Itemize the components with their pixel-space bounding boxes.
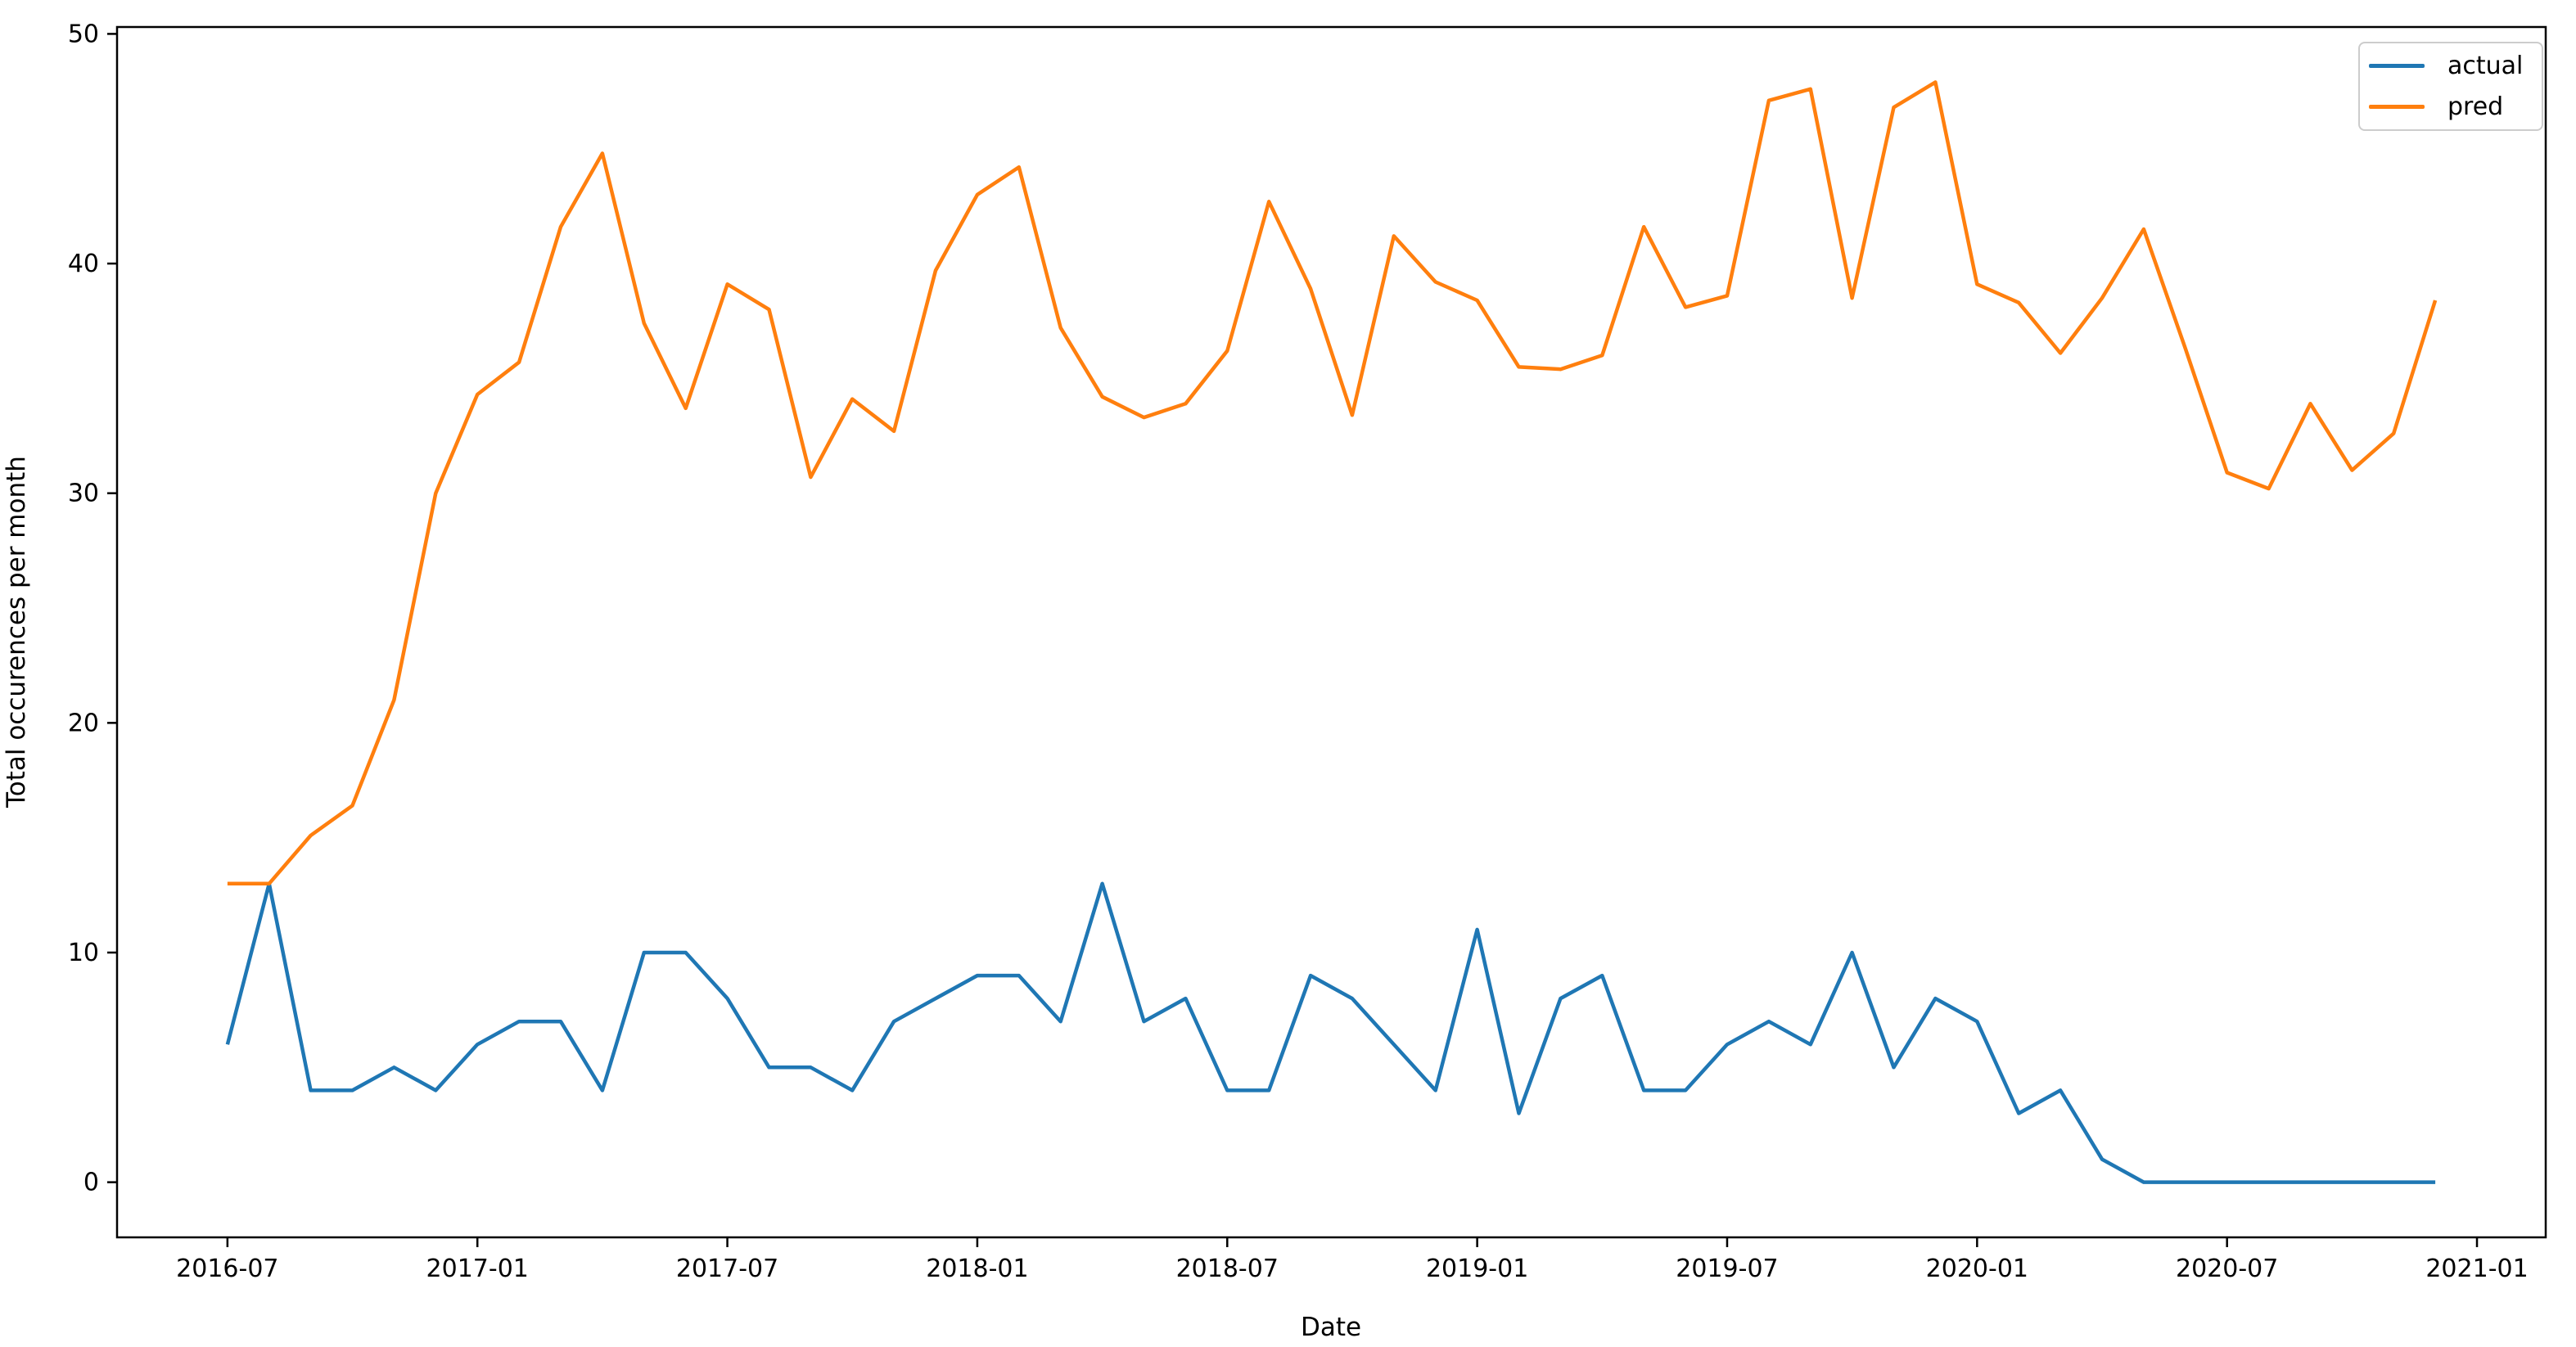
pred-line-swatch	[2369, 105, 2425, 109]
y-tick-label: 50	[68, 20, 99, 48]
actual-line-swatch	[2369, 64, 2425, 68]
x-tick-label: 2019-07	[1676, 1255, 1778, 1283]
legend-item-pred: pred	[2360, 92, 2542, 122]
x-tick-label: 2018-07	[1176, 1255, 1279, 1283]
x-tick-label: 2020-07	[2176, 1255, 2278, 1283]
legend-item-actual: actual	[2360, 52, 2542, 81]
y-tick-label: 20	[68, 709, 99, 737]
legend-label-pred: pred	[2447, 92, 2504, 121]
y-tick-label: 40	[68, 250, 99, 278]
y-tick-label: 10	[68, 939, 99, 967]
plot-frame	[115, 25, 2547, 1239]
x-tick-label: 2020-01	[1926, 1255, 2028, 1283]
y-tick-label: 30	[68, 480, 99, 508]
y-axis-label: Total occurences per month	[2, 456, 31, 808]
x-tick-label: 2019-01	[1426, 1255, 1528, 1283]
x-tick-label: 2021-01	[2425, 1255, 2528, 1283]
x-tick-label: 2016-07	[176, 1255, 278, 1283]
x-tick-label: 2017-01	[426, 1255, 529, 1283]
series-actual-line	[225, 881, 2436, 1184]
x-tick-label: 2017-07	[676, 1255, 778, 1283]
x-tick-label: 2018-01	[926, 1255, 1028, 1283]
legend: actual pred	[2358, 42, 2543, 131]
y-tick-label: 0	[83, 1169, 99, 1197]
series-pred-line	[227, 80, 2438, 886]
legend-label-actual: actual	[2447, 51, 2524, 80]
x-axis-label: Date	[1300, 1313, 1362, 1342]
